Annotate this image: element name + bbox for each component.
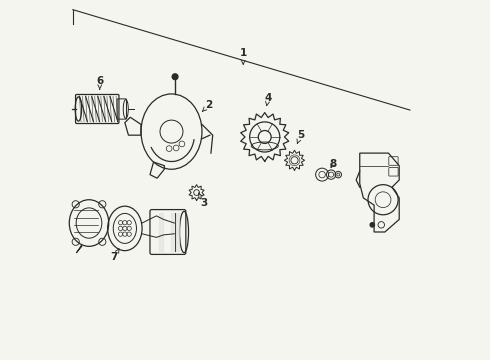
Circle shape	[370, 223, 374, 227]
Text: 8: 8	[329, 159, 337, 169]
Text: 2: 2	[202, 100, 213, 111]
Text: 1: 1	[240, 48, 247, 64]
Text: 3: 3	[198, 193, 207, 208]
Text: 5: 5	[297, 130, 304, 143]
Text: 6: 6	[96, 76, 103, 89]
Text: 7: 7	[110, 249, 119, 262]
Circle shape	[172, 74, 178, 80]
Text: 4: 4	[265, 93, 272, 105]
